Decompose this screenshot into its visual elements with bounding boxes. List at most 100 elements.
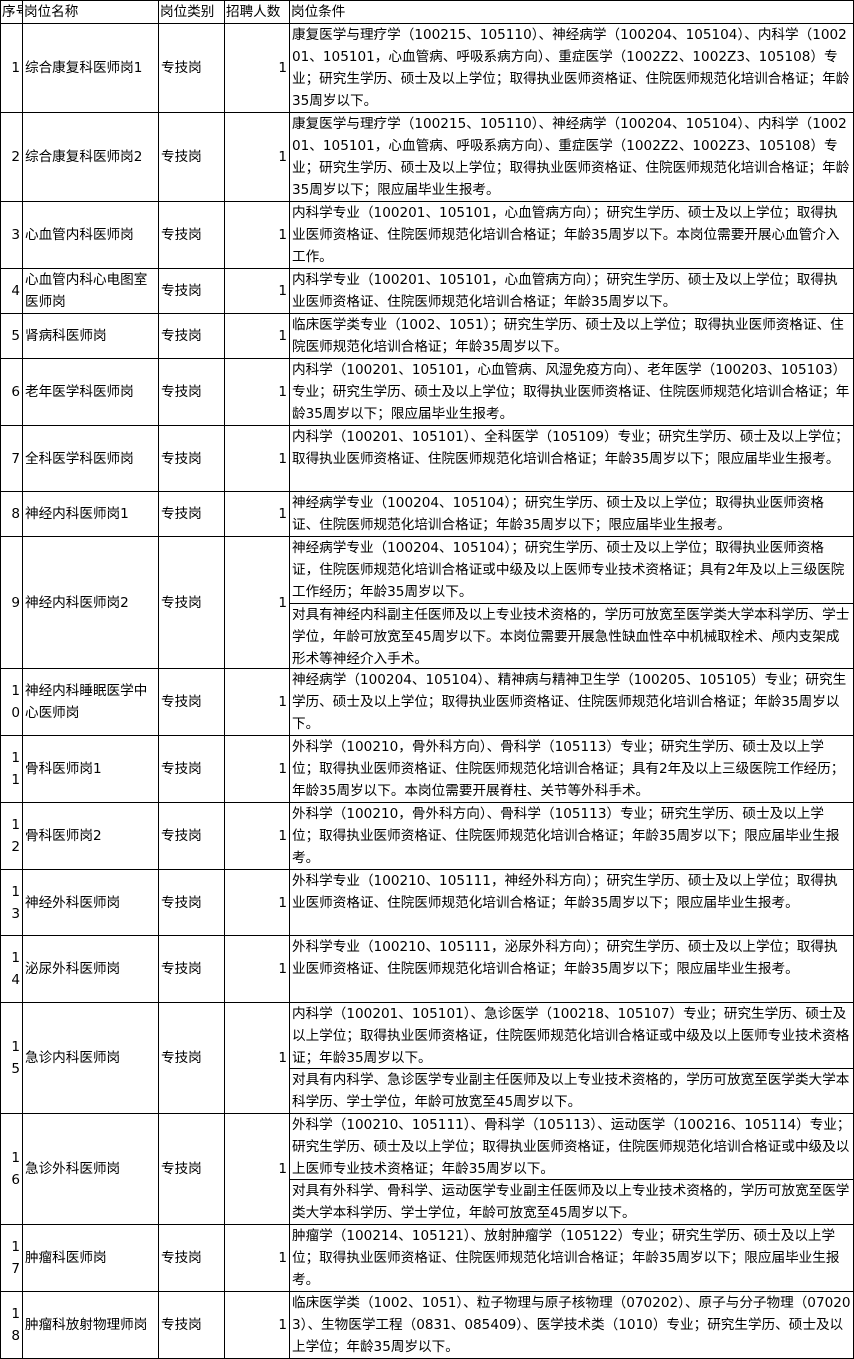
table-row: 5 肾病科医师岗 专技岗 1 临床医学类专业（1002、1051）；研究生学历、硕士及以…: [0, 313, 854, 359]
position-name: 骨科医师岗2: [22, 802, 159, 870]
position-name: 综合康复科医师岗2: [22, 112, 159, 202]
position-name: 急诊内科医师岗: [22, 1002, 159, 1114]
table-row: 13 神经外科医师岗 专技岗 1 外科学专业（100210、105111，神经外科方向）…: [0, 869, 854, 936]
condition-text: 内科学（100201、105101）、全科医学（105109）专业；研究生学历、…: [292, 429, 849, 467]
position-name: 神经内科睡眠医学中心医师岗: [22, 668, 159, 736]
row-number: 6: [0, 358, 23, 426]
row-number: 5: [0, 313, 23, 359]
position-conditions: 肿瘤学（100214、105121）、放射肿瘤学（105122）专业；研究生学历…: [289, 1224, 854, 1292]
position-conditions: 神经病学专业（100204、105104）；研究生学历、硕士及以上学位；取得执业…: [289, 491, 854, 537]
position-conditions: 内科学（100201、105101）、全科医学（105109）专业；研究生学历、…: [289, 425, 854, 492]
header-type: 岗位类别: [158, 0, 225, 24]
recruit-count: 1: [224, 802, 290, 870]
position-name: 肿瘤科医师岗: [22, 1224, 159, 1292]
recruit-count: 1: [224, 313, 290, 359]
recruit-count: 1: [224, 1113, 290, 1225]
row-number: 8: [0, 491, 23, 537]
condition-text: 外科学（100210，骨外科方向）、骨科学（105113）专业；研究生学历、硕士…: [292, 739, 845, 799]
position-type: 专技岗: [158, 23, 225, 113]
position-type: 专技岗: [158, 1113, 225, 1225]
position-name: 神经内科医师岗1: [22, 491, 159, 537]
condition-text: 内科学专业（100201、105101，心血管病方向）；研究生学历、硕士及以上学…: [292, 205, 840, 265]
row-number: 14: [0, 935, 23, 1003]
position-conditions: 外科学（100210，骨外科方向）、骨科学（105113）专业；研究生学历、硕士…: [289, 735, 854, 803]
position-conditions: 外科学专业（100210、105111，神经外科方向）；研究生学历、硕士及以上学…: [289, 869, 854, 936]
position-conditions: 临床医学类专业（1002、1051）；研究生学历、硕士及以上学位；取得执业医师资…: [289, 313, 854, 359]
condition-text: 临床医学类专业（1002、1051）；研究生学历、硕士及以上学位；取得执业医师资…: [292, 317, 844, 355]
position-name: 骨科医师岗1: [22, 735, 159, 803]
position-conditions: 内科学（100201、105101）、急诊医学（100218、105107）专业…: [289, 1002, 854, 1114]
position-name: 心血管内科医师岗: [22, 201, 159, 269]
condition-text: 外科学（100210、105111）、骨科学（105113）、运动医学（1002…: [292, 1117, 851, 1177]
position-type: 专技岗: [158, 1002, 225, 1114]
position-type: 专技岗: [158, 1224, 225, 1292]
recruit-count: 1: [224, 536, 290, 669]
condition-text: 内科学（100201、105101）、急诊医学（100218、105107）专业…: [292, 1006, 850, 1066]
header-conditions: 岗位条件: [289, 0, 854, 24]
position-type: 专技岗: [158, 802, 225, 870]
row-number: 15: [0, 1002, 23, 1114]
header-count: 招聘人数: [224, 0, 290, 24]
recruit-count: 1: [224, 935, 290, 1003]
table-row: 6 老年医学科医师岗 专技岗 1 内科学（100201、105101，心血管病、风湿免疫…: [0, 358, 854, 426]
row-number: 18: [0, 1291, 23, 1359]
position-name: 综合康复科医师岗1: [22, 23, 159, 113]
table-row: 17 肿瘤科医师岗 专技岗 1 肿瘤学（100214、105121）、放射肿瘤学（105…: [0, 1224, 854, 1292]
position-conditions: 外科学（100210，骨外科方向）、骨科学（105113）专业；研究生学历、硕士…: [289, 802, 854, 870]
condition-text: 神经病学（100204、105104）、精神病与精神卫生学（100205、105…: [292, 672, 847, 732]
table-row: 7 全科医学科医师岗 专技岗 1 内科学（100201、105101）、全科医学（105…: [0, 425, 854, 492]
recruit-count: 1: [224, 1291, 290, 1359]
condition-text: 外科学专业（100210、105111，泌尿外科方向）；研究生学历、硕士及以上学…: [292, 939, 838, 977]
recruit-count: 1: [224, 23, 290, 113]
row-number: 13: [0, 869, 23, 936]
recruit-count: 1: [224, 268, 290, 314]
position-type: 专技岗: [158, 425, 225, 492]
condition-text: 肿瘤学（100214、105121）、放射肿瘤学（105122）专业；研究生学历…: [292, 1228, 840, 1288]
recruit-count: 1: [224, 869, 290, 936]
row-number: 10: [0, 668, 23, 736]
position-name: 心血管内科心电图室医师岗: [22, 268, 159, 314]
row-number: 2: [0, 112, 23, 202]
position-type: 专技岗: [158, 112, 225, 202]
row-number: 3: [0, 201, 23, 269]
table-row: 12 骨科医师岗2 专技岗 1 外科学（100210，骨外科方向）、骨科学（105113…: [0, 802, 854, 870]
position-type: 专技岗: [158, 201, 225, 269]
position-name: 全科医学科医师岗: [22, 425, 159, 492]
table-row: 18 肿瘤科放射物理师岗 专技岗 1 临床医学类（1002、1051）、粒子物理与原子核…: [0, 1291, 854, 1359]
header-name: 岗位名称: [22, 0, 159, 24]
position-conditions: 内科学专业（100201、105101，心血管病方向）；研究生学历、硕士及以上学…: [289, 201, 854, 269]
position-conditions: 内科学专业（100201、105101，心血管病方向）；研究生学历、硕士及以上学…: [289, 268, 854, 314]
position-conditions: 神经病学专业（100204、105104）；研究生学历、硕士及以上学位；取得执业…: [289, 536, 854, 669]
position-conditions: 外科学（100210、105111）、骨科学（105113）、运动医学（1002…: [289, 1113, 854, 1225]
condition-text: 对具有内科学、急诊医学专业副主任医师及以上专业技术资格的，学历可放宽至医学类大学…: [290, 1068, 853, 1113]
condition-text: 内科学（100201、105101，心血管病、风湿免疫方向）、老年医学（1002…: [292, 362, 850, 422]
row-number: 1: [0, 23, 23, 113]
position-conditions: 神经病学（100204、105104）、精神病与精神卫生学（100205、105…: [289, 668, 854, 736]
table-row: 9 神经内科医师岗2 专技岗 1 神经病学专业（100204、105104）；研究生学历…: [0, 536, 854, 669]
position-type: 专技岗: [158, 668, 225, 736]
row-number: 16: [0, 1113, 23, 1225]
recruit-count: 1: [224, 112, 290, 202]
table-row: 14 泌尿外科医师岗 专技岗 1 外科学专业（100210、105111，泌尿外科方向）…: [0, 935, 854, 1003]
row-number: 11: [0, 735, 23, 803]
position-type: 专技岗: [158, 935, 225, 1003]
recruit-count: 1: [224, 425, 290, 492]
header-no: 序号: [0, 0, 23, 24]
row-number: 7: [0, 425, 23, 492]
position-name: 老年医学科医师岗: [22, 358, 159, 426]
condition-text: 临床医学类（1002、1051）、粒子物理与原子核物理（070202）、原子与分…: [292, 1295, 851, 1355]
position-conditions: 康复医学与理疗学（100215、105110）、神经病学（100204、1051…: [289, 23, 854, 113]
position-type: 专技岗: [158, 313, 225, 359]
position-name: 肾病科医师岗: [22, 313, 159, 359]
condition-text: 对具有外科学、骨科学、运动医学专业副主任医师及以上专业技术资格的，学历可放宽至医…: [290, 1179, 853, 1224]
position-name: 神经外科医师岗: [22, 869, 159, 936]
recruit-count: 1: [224, 1224, 290, 1292]
position-conditions: 内科学（100201、105101，心血管病、风湿免疫方向）、老年医学（1002…: [289, 358, 854, 426]
position-conditions: 外科学专业（100210、105111，泌尿外科方向）；研究生学历、硕士及以上学…: [289, 935, 854, 1003]
position-name: 急诊外科医师岗: [22, 1113, 159, 1225]
table-row: 11 骨科医师岗1 专技岗 1 外科学（100210，骨外科方向）、骨科学（105113…: [0, 735, 854, 803]
table-row: 16 急诊外科医师岗 专技岗 1 外科学（100210、105111）、骨科学（1051…: [0, 1113, 854, 1225]
recruit-count: 1: [224, 735, 290, 803]
condition-text: 外科学（100210，骨外科方向）、骨科学（105113）专业；研究生学历、硕士…: [292, 806, 840, 866]
